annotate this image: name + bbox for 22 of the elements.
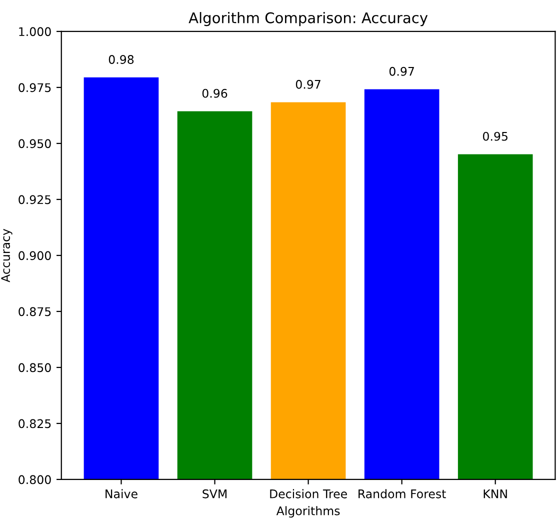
y-axis-title: Accuracy: [1, 228, 12, 282]
x-tick-label: Decision Tree: [270, 489, 347, 498]
y-tick-label: 0.925: [18, 195, 51, 204]
x-axis-title: Algorithms: [276, 506, 340, 518]
y-tick-label: 0.850: [18, 363, 51, 372]
x-tick-label: Random Forest: [358, 489, 446, 498]
data-label: 0.96: [202, 88, 228, 98]
y-tick-label: 0.875: [18, 307, 51, 316]
y-tick-label: 0.950: [18, 139, 51, 148]
y-tick-label: 0.800: [18, 475, 51, 484]
y-tick-label: 1.000: [19, 27, 51, 36]
chart-title: Algorithm Comparison: Accuracy: [188, 12, 428, 26]
x-tick-label: Naive: [106, 489, 138, 498]
x-tick-label: SVM: [202, 489, 226, 498]
x-tick-label: KNN: [484, 490, 507, 498]
data-label: 0.95: [482, 132, 508, 141]
data-label: 0.98: [108, 55, 134, 64]
data-label: 0.97: [296, 80, 320, 89]
y-tick-label: 0.975: [18, 83, 51, 92]
y-tick-label: 0.825: [18, 419, 51, 428]
y-tick-label: 0.900: [18, 251, 51, 260]
data-label: 0.97: [389, 66, 414, 76]
